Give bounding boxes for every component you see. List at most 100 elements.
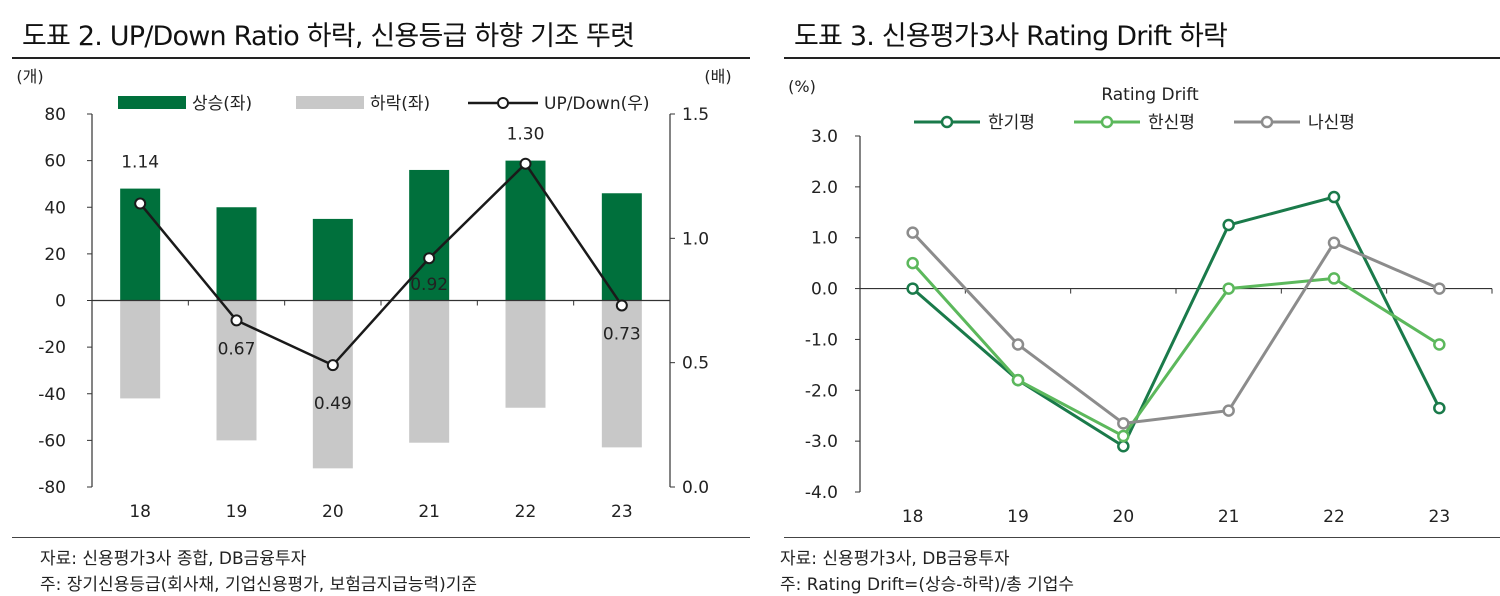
series-point xyxy=(906,282,919,295)
y-tick-label: -3.0 xyxy=(805,432,838,452)
legend-swatch-down xyxy=(296,96,364,109)
series-point xyxy=(1327,190,1341,204)
y-tick-label: 1.0 xyxy=(811,229,838,249)
x-tick-label: 23 xyxy=(611,502,633,522)
x-tick-label: 18 xyxy=(902,507,924,527)
legend-title: Rating Drift xyxy=(1101,85,1199,105)
legend-label-up: 상승(좌) xyxy=(192,94,252,114)
footer-rule xyxy=(784,537,1500,538)
panel-rating-drift: 도표 3. 신용평가3사 Rating Drift 하락 (%) 3.0 2.0 1.… xyxy=(772,0,1500,596)
ratio-point xyxy=(519,157,532,170)
x-tick-label: 23 xyxy=(1429,507,1451,527)
left-tick-label: -80 xyxy=(38,478,66,498)
legend-marker xyxy=(1100,115,1114,129)
ratio-point xyxy=(423,252,436,265)
right-tick-label: 0.5 xyxy=(682,354,709,374)
x-tick-label: 22 xyxy=(515,502,537,522)
footnote: 주: 장기신용등급(회사채, 기업신용평가, 보험금지급능력)기준 xyxy=(40,575,478,595)
bar-down xyxy=(505,300,546,408)
left-tick-label: -20 xyxy=(38,338,66,358)
x-tick-label: 19 xyxy=(1007,507,1029,527)
x-tick-label: 22 xyxy=(1323,507,1345,527)
ratio-data-label: 0.73 xyxy=(603,324,641,344)
right-tick-label: 0.0 xyxy=(682,478,709,498)
series-line xyxy=(911,195,1441,449)
series-point xyxy=(1222,282,1235,295)
legend-marker-ratio xyxy=(497,97,509,109)
y-tick-label: 3.0 xyxy=(811,127,838,147)
left-tick-label: -40 xyxy=(38,385,66,405)
bar-up xyxy=(312,218,353,301)
source-note: 자료: 신용평가3사 종합, DB금융투자 xyxy=(40,549,307,569)
series-point xyxy=(1117,429,1130,443)
y-tick-label: -1.0 xyxy=(805,330,838,350)
ratio-data-label: 0.92 xyxy=(410,275,448,295)
ratio-point xyxy=(230,314,243,327)
right-tick-label: 1.0 xyxy=(682,229,709,249)
bar-up xyxy=(216,207,257,301)
bar-down xyxy=(409,300,450,443)
legend-label: 나신평 xyxy=(1308,113,1355,133)
legend-label-down: 하락(좌) xyxy=(370,94,430,114)
ratio-data-label: 0.49 xyxy=(314,394,352,414)
series-point xyxy=(1117,417,1130,430)
bar-down xyxy=(312,300,353,469)
series-point xyxy=(1433,401,1446,415)
footer-rule xyxy=(12,537,750,538)
left-tick-label: 0 xyxy=(55,292,66,312)
series-point xyxy=(906,256,919,270)
ratio-line xyxy=(139,161,623,367)
panel-updown-ratio: 도표 2. UP/Down Ratio 하락, 신용등급 하향 기조 뚜렷 (개… xyxy=(12,21,750,595)
left-tick-label: 60 xyxy=(44,152,66,172)
left-tick-label: 80 xyxy=(44,105,66,125)
bar-up xyxy=(409,169,450,301)
ratio-data-label: 1.14 xyxy=(121,153,159,173)
y-tick-label: -2.0 xyxy=(805,381,838,401)
series-point xyxy=(1222,218,1235,232)
series-line xyxy=(911,262,1441,438)
series-line xyxy=(911,231,1440,425)
x-tick-label: 19 xyxy=(226,502,248,522)
left-tick-label: 20 xyxy=(44,245,66,265)
x-tick-label: 21 xyxy=(418,502,440,522)
series-point xyxy=(1011,338,1025,351)
left-axis-unit: (개) xyxy=(16,67,43,86)
y-tick-label: 0.0 xyxy=(811,280,838,300)
legend-label: 한기평 xyxy=(988,113,1035,133)
updown-chart: (개) (배) 80 60 40 20 0 -20 -40 -60 -80 1.5 1.0 0.5 0.0 1… xyxy=(16,67,731,522)
bar-up xyxy=(601,193,642,301)
ratio-data-label: 0.67 xyxy=(218,339,256,359)
chart-title: 도표 3. 신용평가3사 Rating Drift 하락 xyxy=(794,21,1228,52)
ratio-point xyxy=(134,197,147,210)
series-point xyxy=(1433,282,1446,295)
ratio-point xyxy=(326,359,339,372)
title-rule xyxy=(784,57,1500,59)
source-note: 자료: 신용평가3사, DB금융투자 xyxy=(780,549,1010,569)
x-tick-label: 20 xyxy=(1113,507,1135,527)
footnote: 주: Rating Drift=(상승-하락)/총 기업수 xyxy=(780,575,1075,595)
x-tick-label: 21 xyxy=(1218,507,1240,527)
ratio-point xyxy=(615,299,628,312)
legend-marker xyxy=(940,115,954,129)
series-point xyxy=(1433,338,1446,351)
rating-drift-chart: (%) 3.0 2.0 1.0 0.0 -1.0 -2.0 -3.0 -4.0 18 19 20 21 2… xyxy=(788,77,1493,527)
x-tick-label: 20 xyxy=(322,502,344,522)
y-tick-label: 2.0 xyxy=(811,178,838,198)
left-tick-label: -60 xyxy=(38,431,66,451)
y-axis-unit: (%) xyxy=(788,77,816,96)
chart-title: 도표 2. UP/Down Ratio 하락, 신용등급 하향 기조 뚜렷 xyxy=(22,21,635,52)
series-point xyxy=(906,226,919,239)
legend-label-ratio: UP/Down(우) xyxy=(544,94,650,114)
series-point xyxy=(1327,272,1341,285)
legend-label: 한신평 xyxy=(1148,113,1195,133)
bar-up xyxy=(505,160,546,301)
legend-swatch-up xyxy=(118,96,186,109)
bar-down xyxy=(120,300,161,399)
series-point xyxy=(1222,404,1235,417)
ratio-data-label: 1.30 xyxy=(507,125,545,145)
right-tick-label: 1.5 xyxy=(682,105,709,125)
left-tick-label: 40 xyxy=(44,198,66,218)
right-axis-unit: (배) xyxy=(704,67,731,86)
series-point xyxy=(1011,373,1025,387)
series-point xyxy=(1117,439,1130,453)
